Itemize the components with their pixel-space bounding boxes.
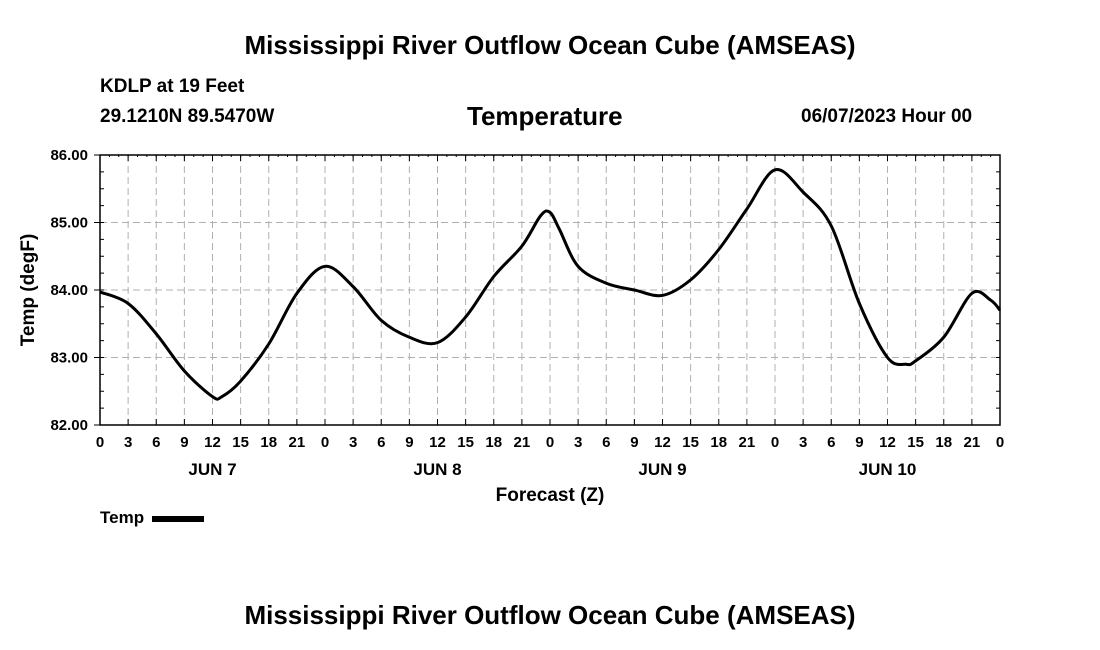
day-label: JUN 10: [859, 460, 917, 479]
run-time-label: 06/07/2023 Hour 00: [801, 106, 973, 127]
x-tick-label: 0: [546, 434, 554, 451]
y-tick-label: 83.00: [50, 350, 88, 367]
x-tick-label: 12: [879, 434, 896, 451]
x-tick-label: 18: [710, 434, 727, 451]
x-tick-label: 18: [935, 434, 952, 451]
x-tick-label: 6: [377, 434, 385, 451]
x-tick-label: 21: [514, 434, 531, 451]
x-tick-label: 3: [574, 434, 582, 451]
day-label: JUN 8: [413, 460, 461, 479]
station-label: KDLP at 19 Feet: [100, 76, 245, 97]
x-tick-label: 3: [349, 434, 357, 451]
x-tick-label: 0: [996, 434, 1004, 451]
day-label: JUN 9: [638, 460, 686, 479]
x-tick-label: 21: [289, 434, 306, 451]
legend-label: Temp: [100, 508, 145, 527]
x-tick-label: 0: [96, 434, 104, 451]
y-tick-label: 86.00: [50, 147, 88, 164]
x-tick-label: 21: [964, 434, 981, 451]
x-tick-label: 18: [485, 434, 502, 451]
series-line-temp: [99, 168, 1002, 401]
x-tick-label: 12: [204, 434, 221, 451]
y-tick-label: 82.00: [50, 417, 88, 434]
y-tick-label: 85.00: [50, 215, 88, 232]
x-tick-label: 9: [405, 434, 413, 451]
x-tick-label: 9: [855, 434, 863, 451]
x-tick-label: 12: [429, 434, 446, 451]
x-axis-label: Forecast (Z): [496, 485, 605, 506]
y-axis-label: Temp (degF): [18, 234, 39, 347]
coordinates-label: 29.1210N 89.5470W: [100, 106, 275, 127]
x-tick-label: 15: [682, 434, 699, 451]
x-tick-label: 0: [771, 434, 779, 451]
x-tick-label: 9: [630, 434, 638, 451]
x-tick-label: 21: [739, 434, 756, 451]
x-tick-label: 15: [907, 434, 924, 451]
x-tick-label: 15: [232, 434, 249, 451]
x-tick-label: 18: [260, 434, 277, 451]
x-tick-label: 15: [457, 434, 474, 451]
x-tick-label: 3: [799, 434, 807, 451]
x-tick-label: 3: [124, 434, 132, 451]
y-tick-label: 84.00: [50, 282, 88, 299]
x-tick-label: 9: [180, 434, 188, 451]
footer-title: Mississippi River Outflow Ocean Cube (AM…: [244, 600, 856, 630]
x-tick-label: 0: [321, 434, 329, 451]
page-title: Mississippi River Outflow Ocean Cube (AM…: [244, 30, 856, 60]
legend: Temp: [100, 508, 205, 528]
legend-line-swatch: [152, 515, 205, 522]
plot-frame: [99, 154, 1001, 426]
x-tick-label: 6: [152, 434, 160, 451]
x-tick-label: 12: [654, 434, 671, 451]
x-tick-label: 6: [827, 434, 835, 451]
chart-title: Temperature: [467, 101, 623, 131]
day-label: JUN 7: [188, 460, 236, 479]
x-tick-label: 6: [602, 434, 610, 451]
